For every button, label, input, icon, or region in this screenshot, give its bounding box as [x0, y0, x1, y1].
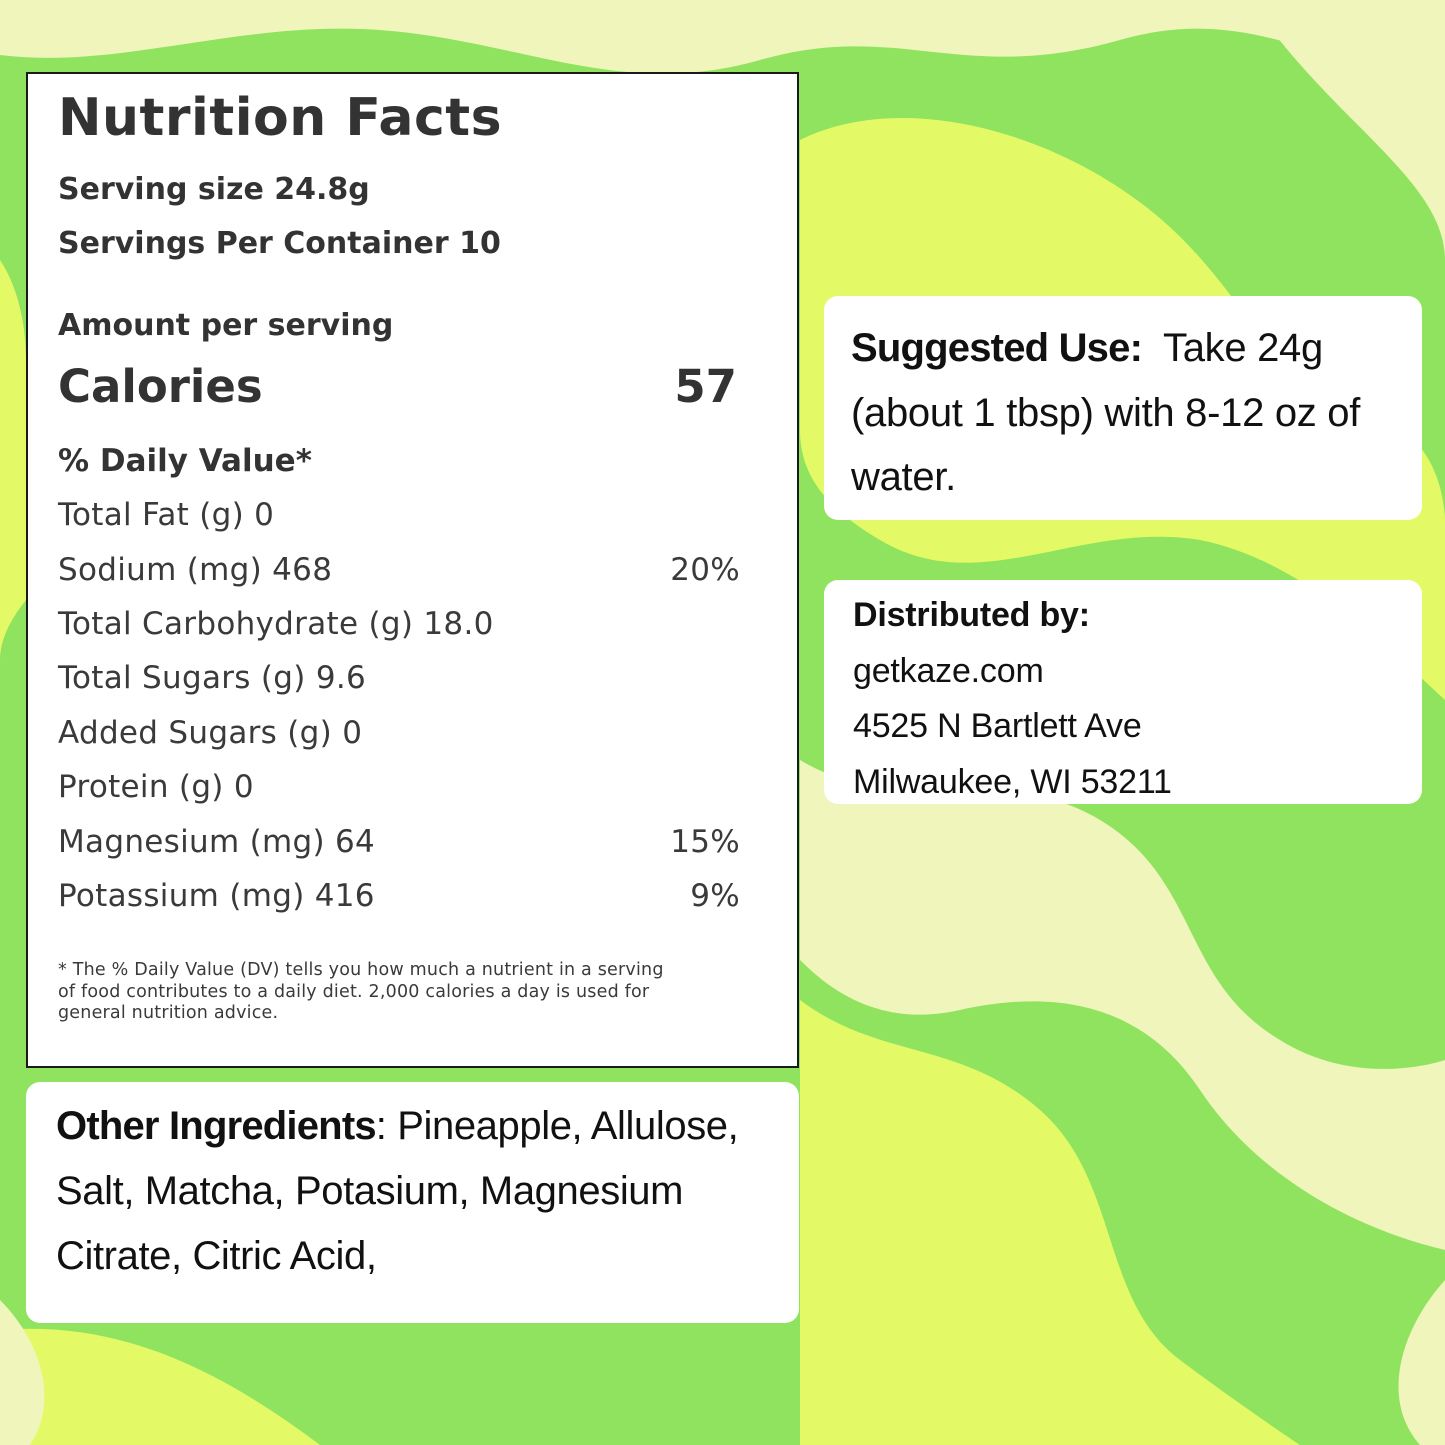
- nutrient-label: Protein (g) 0: [58, 769, 254, 806]
- nutrient-list: Total Fat (g) 0 Sodium (mg) 468 20% Tota…: [58, 488, 740, 923]
- background-cream-wave-right: [1250, 0, 1445, 260]
- suggested-use-text: Suggested Use: Take 24g (about 1 tbsp) w…: [851, 316, 1402, 510]
- nutrient-row-protein: Protein (g) 0: [58, 760, 740, 814]
- ingredients-label: Other Ingredients: [56, 1104, 377, 1148]
- background-cream-wave-top: [0, 0, 1445, 74]
- background-cream-wave-5: [0, 1300, 45, 1445]
- nutrient-label: Magnesium (mg) 64: [58, 823, 376, 860]
- distributor-website: getkaze.com: [853, 651, 1044, 690]
- suggested-use-label: Suggested Use:: [851, 326, 1143, 370]
- suggested-use-body: Take 24g (about 1 tbsp) with 8-12 oz of …: [851, 326, 1361, 499]
- ingredients-list: Pineapple, Allulose, Salt, Matcha, Potas…: [56, 1104, 739, 1278]
- nutrition-facts-title: Nutrition Facts: [58, 88, 503, 148]
- nutrient-row-total-carbohydrate: Total Carbohydrate (g) 18.0: [58, 597, 740, 651]
- background-yellow-wave-6: [0, 260, 26, 660]
- distributor-city: Milwaukee, WI 53211: [853, 762, 1172, 801]
- background-cream-wave-2: [800, 760, 1445, 1250]
- background-cream-wave-7: [1398, 1280, 1445, 1445]
- nutrient-label: Potassium (mg) 416: [58, 877, 375, 914]
- nutrient-row-potassium: Potassium (mg) 416 9%: [58, 869, 740, 923]
- nutrient-row-total-fat: Total Fat (g) 0: [58, 488, 740, 542]
- distributor-street: 4525 N Bartlett Ave: [853, 707, 1142, 745]
- background-yellow-wave-4: [0, 1328, 320, 1445]
- daily-value-footnote: * The % Daily Value (DV) tells you how m…: [58, 960, 664, 1023]
- nutrient-row-added-sugars: Added Sugars (g) 0: [58, 706, 740, 760]
- suggested-use-card: Suggested Use: Take 24g (about 1 tbsp) w…: [824, 296, 1422, 520]
- nutrient-row-sodium: Sodium (mg) 468 20%: [58, 542, 740, 596]
- nutrient-label: Total Sugars (g) 9.6: [58, 660, 367, 697]
- nutrient-daily-value: 15%: [670, 823, 740, 860]
- calories-label: Calories: [58, 360, 263, 413]
- servings-per-container: Servings Per Container 10: [58, 226, 501, 261]
- distributed-by-label: Distributed by:: [853, 596, 1090, 634]
- nutrition-facts-label: Nutrition Facts Serving size 24.8g Servi…: [26, 72, 799, 1068]
- nutrient-daily-value: 9%: [690, 877, 740, 914]
- serving-size: Serving size 24.8g: [58, 172, 370, 207]
- nutrient-label: Total Carbohydrate (g) 18.0: [58, 605, 494, 642]
- nutrient-daily-value: 20%: [670, 551, 740, 588]
- calories-value: 57: [674, 360, 737, 413]
- nutrient-row-total-sugars: Total Sugars (g) 9.6: [58, 651, 740, 705]
- nutrient-row-magnesium: Magnesium (mg) 64 15%: [58, 814, 740, 868]
- nutrient-label: Sodium (mg) 468: [58, 551, 333, 588]
- daily-value-header: % Daily Value*: [58, 443, 312, 479]
- nutrient-label: Total Fat (g) 0: [58, 497, 275, 534]
- background-yellow-wave-3: [800, 1000, 1300, 1445]
- ingredients-text: Other Ingredients: Pineapple, Allulose, …: [56, 1104, 739, 1278]
- nutrient-label: Added Sugars (g) 0: [58, 714, 363, 751]
- other-ingredients-card: Other Ingredients: Pineapple, Allulose, …: [26, 1082, 799, 1323]
- amount-per-serving: Amount per serving: [58, 308, 394, 343]
- distributed-by-card: Distributed by: getkaze.com 4525 N Bartl…: [824, 580, 1422, 804]
